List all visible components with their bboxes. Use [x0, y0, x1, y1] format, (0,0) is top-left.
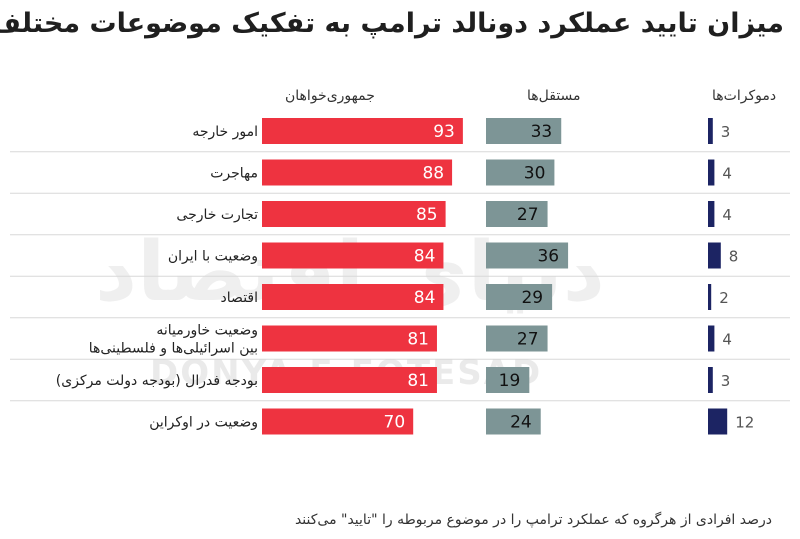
republican-bar [262, 367, 437, 393]
democrat-value-label: 8 [729, 248, 739, 266]
republican-bar [262, 159, 453, 186]
republican-bar [262, 118, 463, 144]
republican-value-label: 93 [433, 122, 455, 142]
legend-democrats: دموکرات‌ها [712, 88, 777, 104]
republican-value-label: 85 [416, 205, 438, 225]
legend-republicans: جمهوری‌خواهان [285, 88, 375, 104]
democrat-bar [708, 201, 715, 227]
republican-bar [262, 325, 437, 352]
republican-value-label: 81 [407, 371, 429, 391]
democrat-value-label: 12 [735, 414, 754, 432]
category-label: وضعیت در اوکراین [149, 415, 258, 431]
independent-bar [486, 284, 553, 310]
democrat-value-label: 4 [722, 165, 732, 183]
category-label: تجارت خارجی [176, 207, 258, 223]
independent-value-label: 29 [521, 288, 543, 308]
democrat-value-label: 3 [721, 372, 731, 390]
republican-bar [262, 284, 444, 310]
democrat-bar [708, 408, 728, 435]
republican-value-label: 84 [414, 288, 436, 308]
democrat-bar [708, 367, 713, 393]
republican-value-label: 81 [407, 330, 429, 350]
footnote: درصد افرادی از هرگروه که عملکرد ترامپ را… [294, 512, 772, 528]
independent-value-label: 30 [524, 164, 546, 184]
page-title: میزان تایید عملکرد دونالد ترامپ به تفکیک… [0, 8, 784, 39]
independent-bar [486, 242, 569, 269]
independent-value-label: 33 [531, 122, 553, 142]
democrat-value-label: 3 [721, 123, 731, 141]
independent-bar [486, 118, 562, 144]
democrat-bar [708, 159, 715, 186]
independent-value-label: 24 [510, 413, 532, 433]
democrat-bar [708, 325, 715, 352]
independent-bar [486, 408, 541, 435]
republican-bar [262, 242, 444, 269]
independent-value-label: 27 [517, 330, 539, 350]
category-label: وضعیت خاورمیانه بین اسرائیلی‌ها و فلسطینی… [89, 323, 258, 357]
republican-value-label: 70 [384, 413, 406, 433]
democrat-bar [708, 118, 713, 144]
republican-bar [262, 201, 446, 227]
independent-value-label: 19 [499, 371, 521, 391]
category-label: امور خارجه [192, 124, 258, 140]
category-label: وضعیت با ایران [168, 249, 258, 265]
independent-bar [486, 159, 555, 186]
democrat-value-label: 4 [722, 331, 732, 349]
republican-value-label: 84 [414, 247, 436, 267]
legend-independents: مستقل‌ها [527, 88, 581, 104]
democrat-bar [708, 284, 712, 310]
republican-value-label: 88 [422, 164, 444, 184]
category-label: اقتصاد [221, 290, 258, 306]
independent-bar [486, 367, 530, 393]
independent-bar [486, 325, 548, 352]
democrat-value-label: 2 [719, 289, 729, 307]
category-label: بودجه فدرال (بودجه دولت مرکزی) [56, 373, 258, 389]
democrat-bar [708, 242, 721, 269]
democrat-value-label: 4 [722, 206, 732, 224]
independent-bar [486, 201, 548, 227]
republican-bar [262, 408, 414, 435]
independent-value-label: 27 [517, 205, 539, 225]
independent-value-label: 36 [537, 247, 559, 267]
category-label: مهاجرت [210, 166, 258, 182]
